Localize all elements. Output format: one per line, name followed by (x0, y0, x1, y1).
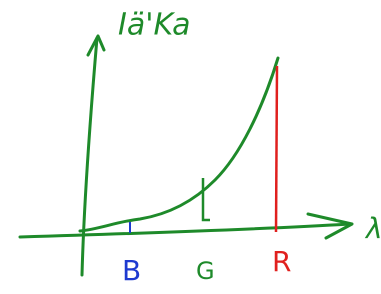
sketch: Iä'Ka λ B G R (0, 0, 381, 294)
x-axis (20, 224, 350, 237)
y-axis-label: Iä'Ka (118, 8, 190, 43)
curve (80, 58, 278, 231)
marker-label: R (272, 245, 291, 278)
y-axis (82, 38, 97, 275)
r-line (276, 66, 277, 232)
marker-label: G (196, 257, 215, 285)
x-axis-label: λ (364, 212, 381, 245)
marker-label: B (122, 254, 141, 287)
